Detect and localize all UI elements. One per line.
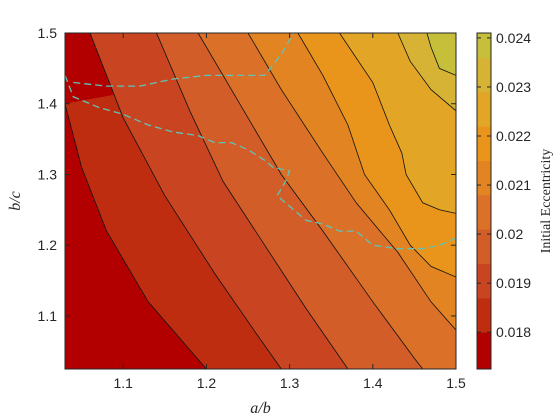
dashed-boundary-0 — [73, 33, 295, 87]
colorbar-tick-label: 0.023 — [496, 79, 531, 95]
y-tick-label: 1.2 — [38, 237, 58, 253]
colorbar-label: Initial Eccentricity — [539, 149, 554, 254]
colorbar-segment — [477, 297, 491, 333]
colorbar-tick-label: 0.024 — [496, 30, 531, 46]
y-tick-label: 1.3 — [38, 166, 58, 182]
y-tick-label: 1.4 — [38, 96, 58, 112]
colorbar-segment — [477, 91, 491, 127]
colorbar-segment — [477, 57, 491, 93]
colorbar-segment — [477, 126, 491, 162]
x-tick-label: 1.2 — [197, 375, 217, 391]
colorbar-tick-label: 0.022 — [496, 128, 531, 144]
y-tick-label: 1.5 — [38, 25, 58, 41]
x-tick-label: 1.3 — [280, 375, 300, 391]
y-axis-label: b/c — [7, 191, 24, 211]
contour-line-2 — [156, 33, 349, 369]
axes: 1.1 1.2 1.3 1.4 1.5 1.1 1.2 1.3 1.4 1.5 — [38, 25, 466, 391]
contour-line-1 — [89, 33, 282, 369]
colorbar-tick-label: 0.021 — [496, 177, 531, 193]
colorbar-tick-label: 0.02 — [496, 226, 523, 242]
x-axis-label: a/b — [250, 400, 270, 417]
contour-line-0 — [65, 103, 207, 369]
colorbar-segment — [477, 263, 491, 299]
contour-line-6 — [339, 33, 456, 214]
colorbar-segment — [477, 229, 491, 265]
contour-line-8 — [426, 33, 456, 76]
contour-band-9 — [426, 33, 456, 76]
colorbar-segment — [477, 33, 491, 59]
colorbar-tick-label: 0.019 — [496, 275, 531, 291]
plot-area — [65, 33, 456, 369]
colorbar: 0.018 0.019 0.02 0.021 0.022 0.023 0.024 — [476, 30, 531, 370]
contour-line-3 — [197, 33, 424, 369]
colorbar-frame — [476, 32, 492, 370]
y-tick-label: 1.1 — [38, 308, 58, 324]
colorbar-segment — [477, 194, 491, 230]
contour-line-5 — [297, 33, 456, 278]
plot-frame — [64, 32, 457, 370]
colorbar-tick-label: 0.018 — [496, 324, 531, 340]
x-tick-label: 1.4 — [363, 375, 383, 391]
colorbar-segment — [477, 332, 491, 370]
x-tick-label: 1.5 — [446, 375, 466, 391]
colorbar-segment — [477, 160, 491, 196]
dashed-boundary-1 — [65, 75, 456, 250]
x-tick-label: 1.1 — [113, 375, 133, 391]
contour-line-7 — [397, 33, 456, 112]
contour-line-4 — [247, 33, 456, 331]
